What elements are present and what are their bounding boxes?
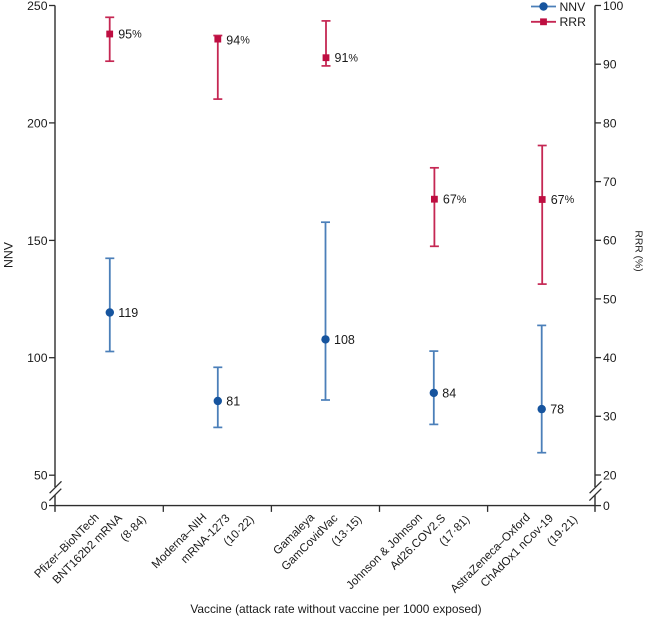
svg-text:90: 90	[603, 58, 617, 72]
svg-text:119: 119	[118, 306, 138, 320]
svg-text:67%: 67%	[551, 193, 575, 207]
svg-text:RRR (%): RRR (%)	[632, 230, 643, 271]
svg-text:100: 100	[27, 351, 48, 365]
svg-text:NNV: NNV	[1, 241, 15, 268]
svg-text:84: 84	[442, 386, 456, 400]
svg-text:30: 30	[603, 410, 617, 424]
svg-text:67%: 67%	[443, 193, 467, 207]
svg-text:95%: 95%	[118, 28, 142, 42]
svg-text:81: 81	[226, 395, 240, 409]
svg-text:20: 20	[603, 468, 617, 482]
svg-text:(8·84): (8·84)	[118, 513, 149, 544]
svg-text:50: 50	[34, 469, 48, 483]
svg-text:94%: 94%	[226, 34, 250, 48]
svg-text:80: 80	[603, 116, 617, 130]
svg-text:0: 0	[41, 499, 48, 513]
svg-text:60: 60	[603, 234, 617, 248]
svg-text:78: 78	[550, 403, 564, 417]
svg-text:150: 150	[27, 234, 48, 248]
svg-text:RRR: RRR	[560, 15, 587, 29]
svg-text:200: 200	[27, 116, 48, 130]
svg-text:91%: 91%	[335, 51, 359, 65]
svg-text:Vaccine (attack rate without v: Vaccine (attack rate without vaccine per…	[190, 602, 481, 616]
svg-text:40: 40	[603, 351, 617, 365]
svg-text:100: 100	[603, 0, 624, 13]
svg-text:NNV: NNV	[560, 0, 587, 14]
svg-text:50: 50	[603, 292, 617, 306]
svg-text:250: 250	[27, 0, 48, 13]
svg-text:108: 108	[334, 333, 355, 347]
svg-text:70: 70	[603, 175, 617, 189]
svg-text:0: 0	[603, 499, 610, 513]
